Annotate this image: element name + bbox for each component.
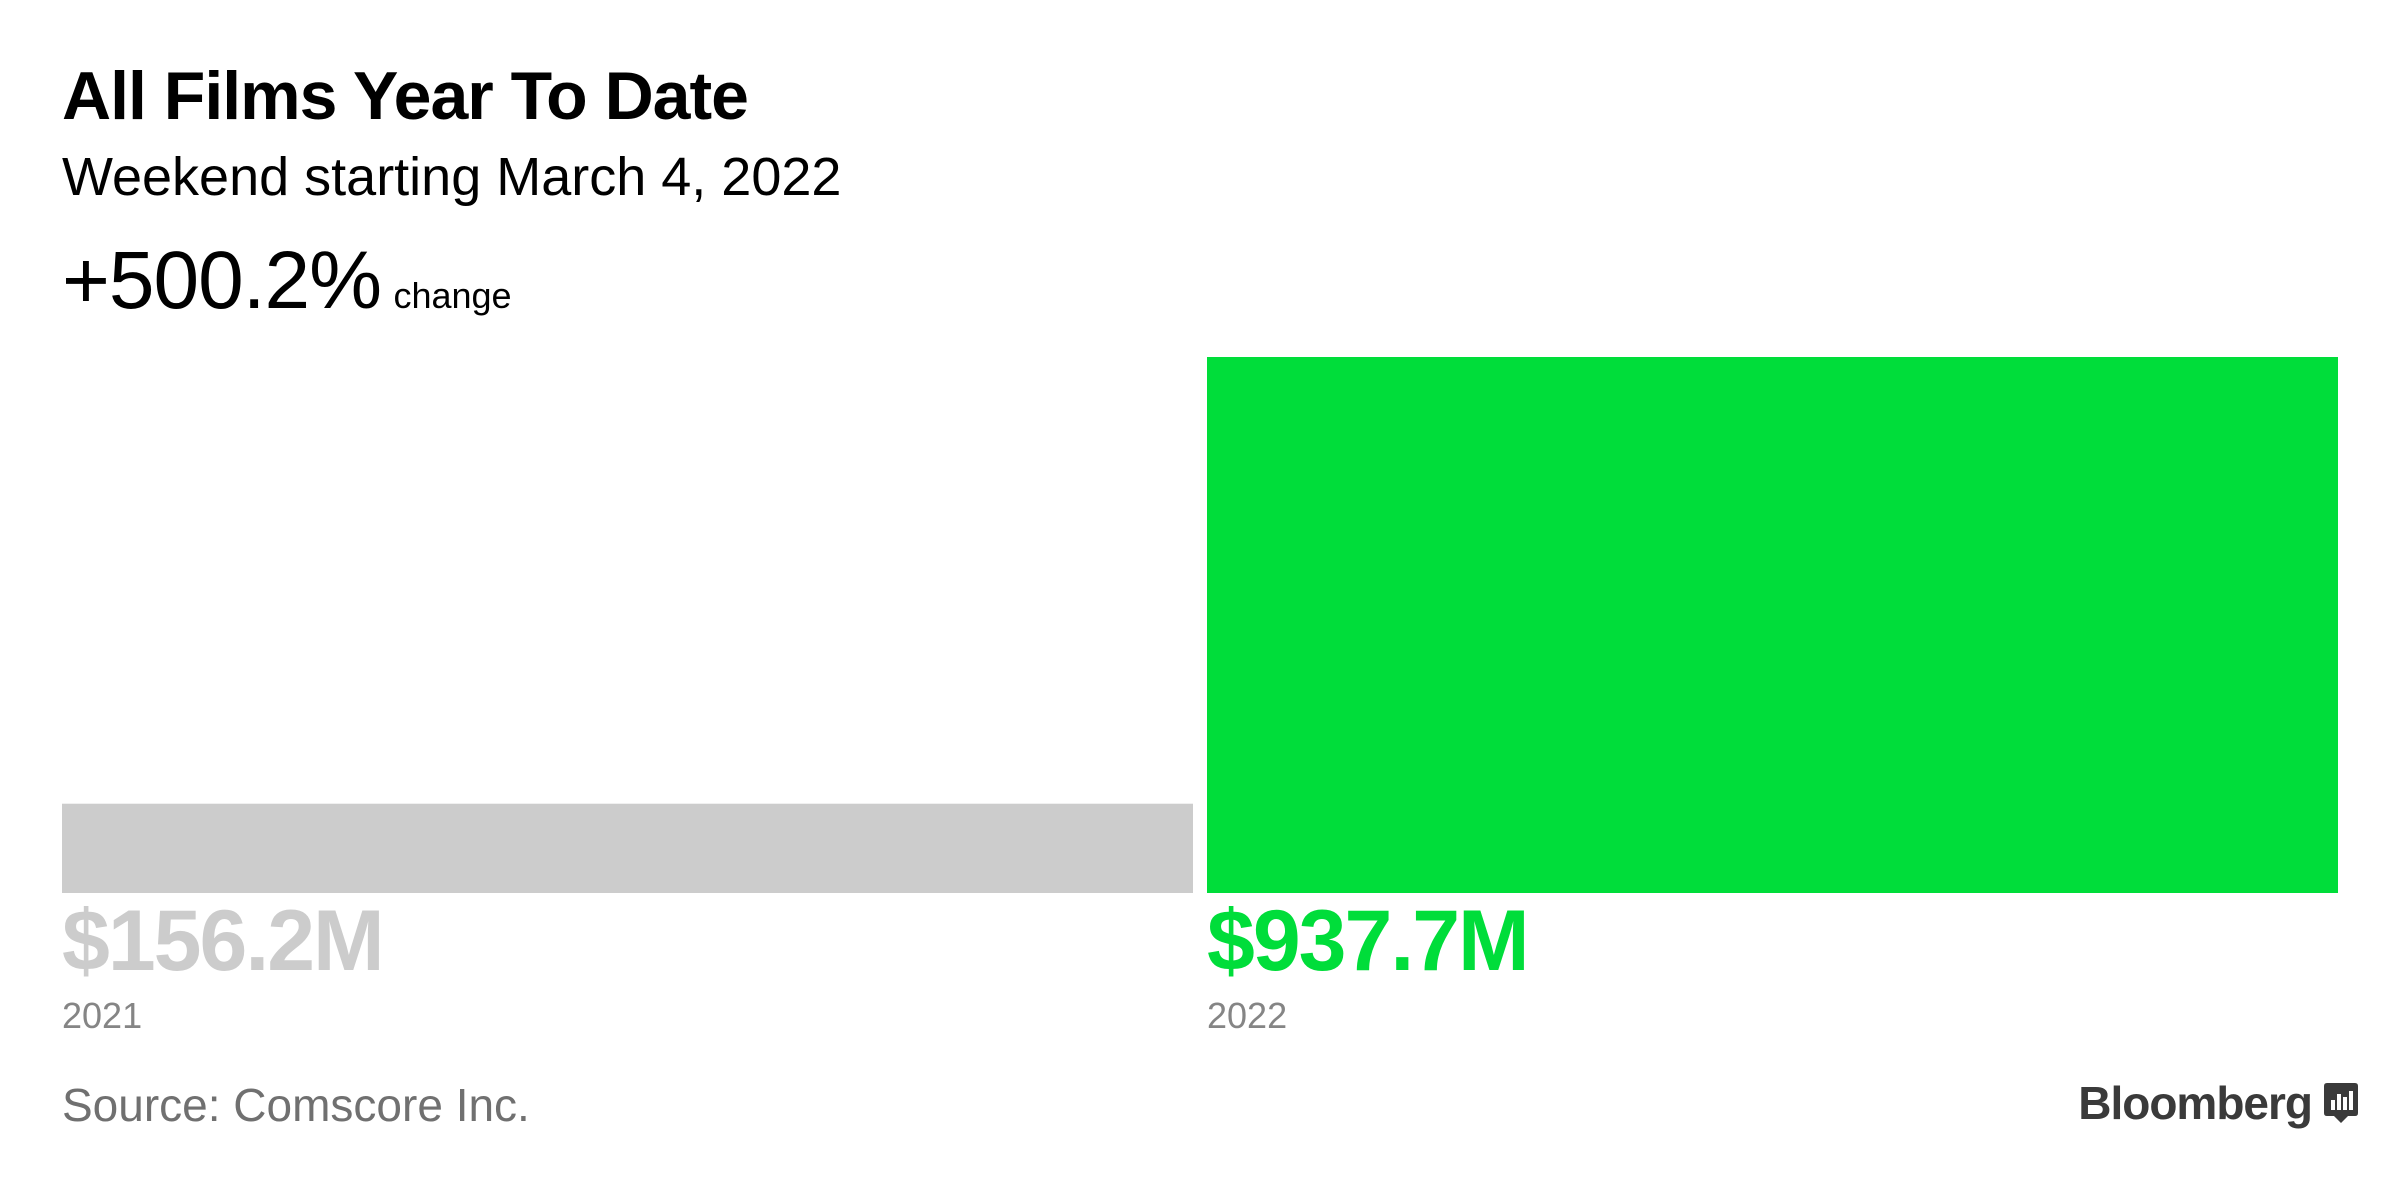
bar-category-label-2022: 2022 bbox=[1207, 995, 1288, 1036]
bar-category-label-2021: 2021 bbox=[62, 995, 143, 1036]
brand: Bloomberg bbox=[2078, 1080, 2358, 1126]
bar-2022 bbox=[1207, 357, 2338, 893]
chart-title: All Films Year To Date bbox=[62, 58, 749, 134]
change-summary: +500.2% change bbox=[62, 240, 512, 322]
change-value: +500.2% bbox=[62, 235, 382, 326]
bar-value-label-2021: $156.2M bbox=[62, 893, 385, 989]
bar-value-label-2022: $937.7M bbox=[1207, 893, 1530, 989]
change-label: change bbox=[393, 275, 512, 316]
chart-subtitle: Weekend starting March 4, 2022 bbox=[62, 147, 842, 207]
bar-2021 bbox=[62, 803, 1193, 893]
brand-logo-text: Bloomberg bbox=[2078, 1077, 2313, 1129]
bloomberg-chart-icon bbox=[2324, 1083, 2358, 1123]
source-note: Source: Comscore Inc. bbox=[62, 1079, 530, 1131]
